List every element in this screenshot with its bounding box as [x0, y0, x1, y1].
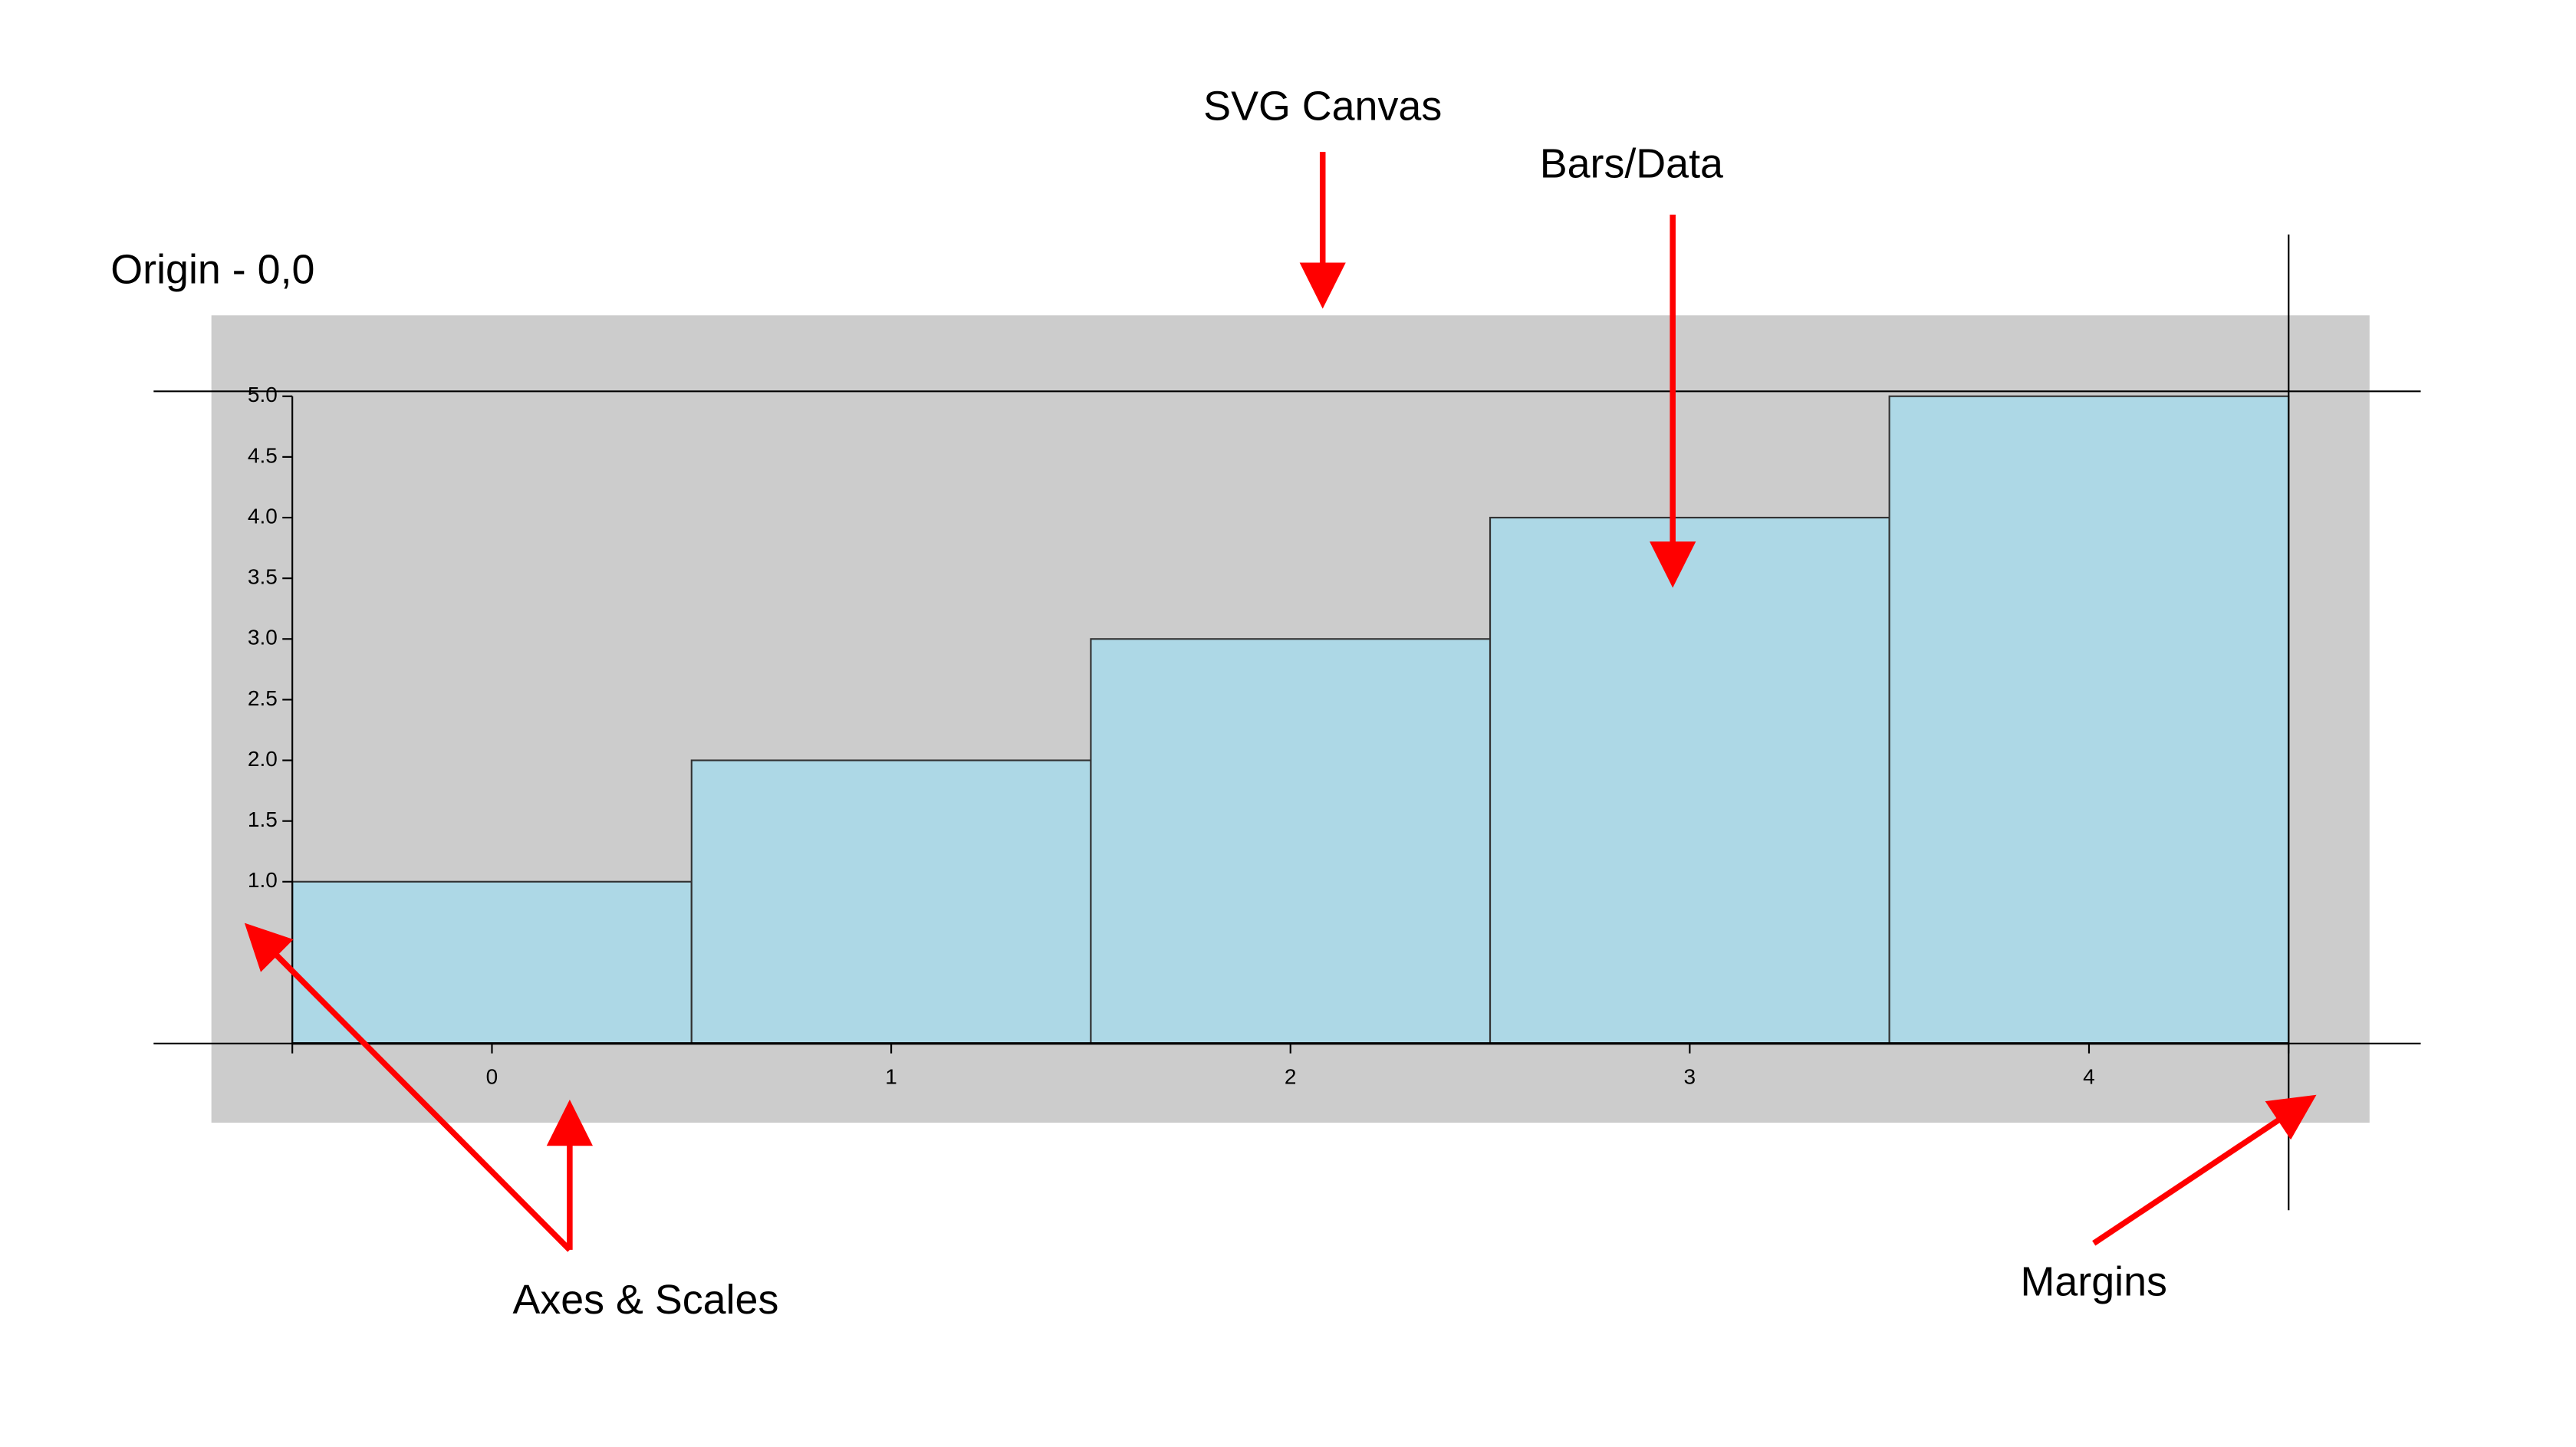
y-tick-label: 2.5	[248, 686, 278, 710]
x-tick-label: 2	[1285, 1064, 1297, 1088]
bar	[1888, 395, 2290, 1044]
y-tick-label: 3.0	[248, 626, 278, 650]
plot: 1.0 1.5 2.0 2.5 3.0 3.5 4.0 4.5 5.0 0 1 2 3 4	[248, 383, 2290, 1088]
y-tick-label: 1.0	[248, 868, 278, 892]
annotation: Axes & Scales	[512, 1277, 778, 1323]
annotation: Margins	[2021, 1258, 2167, 1304]
annotation: SVG Canvas	[1203, 83, 1442, 129]
annotation: Origin - 0,0	[110, 246, 314, 292]
x-tick-label: 3	[1684, 1064, 1696, 1088]
x-tick-label: 1	[885, 1064, 897, 1088]
y-tick-label: 5.0	[248, 383, 278, 406]
x-tick-label: 4	[2083, 1064, 2095, 1088]
bar	[690, 759, 1092, 1044]
y-tick-label: 4.0	[248, 504, 278, 528]
y-tick-label: 1.5	[248, 807, 278, 831]
y-tick-label: 2.0	[248, 747, 278, 771]
annotation: Bars/Data	[1540, 141, 1723, 187]
bar	[291, 880, 693, 1044]
x-tick-label: 0	[486, 1064, 498, 1088]
y-tick-label: 4.5	[248, 443, 278, 467]
bar	[1489, 516, 1890, 1044]
arrow	[2092, 1094, 2317, 1246]
arrow	[244, 922, 572, 1252]
bar	[1090, 638, 1492, 1044]
y-tick-label: 3.5	[248, 565, 278, 589]
